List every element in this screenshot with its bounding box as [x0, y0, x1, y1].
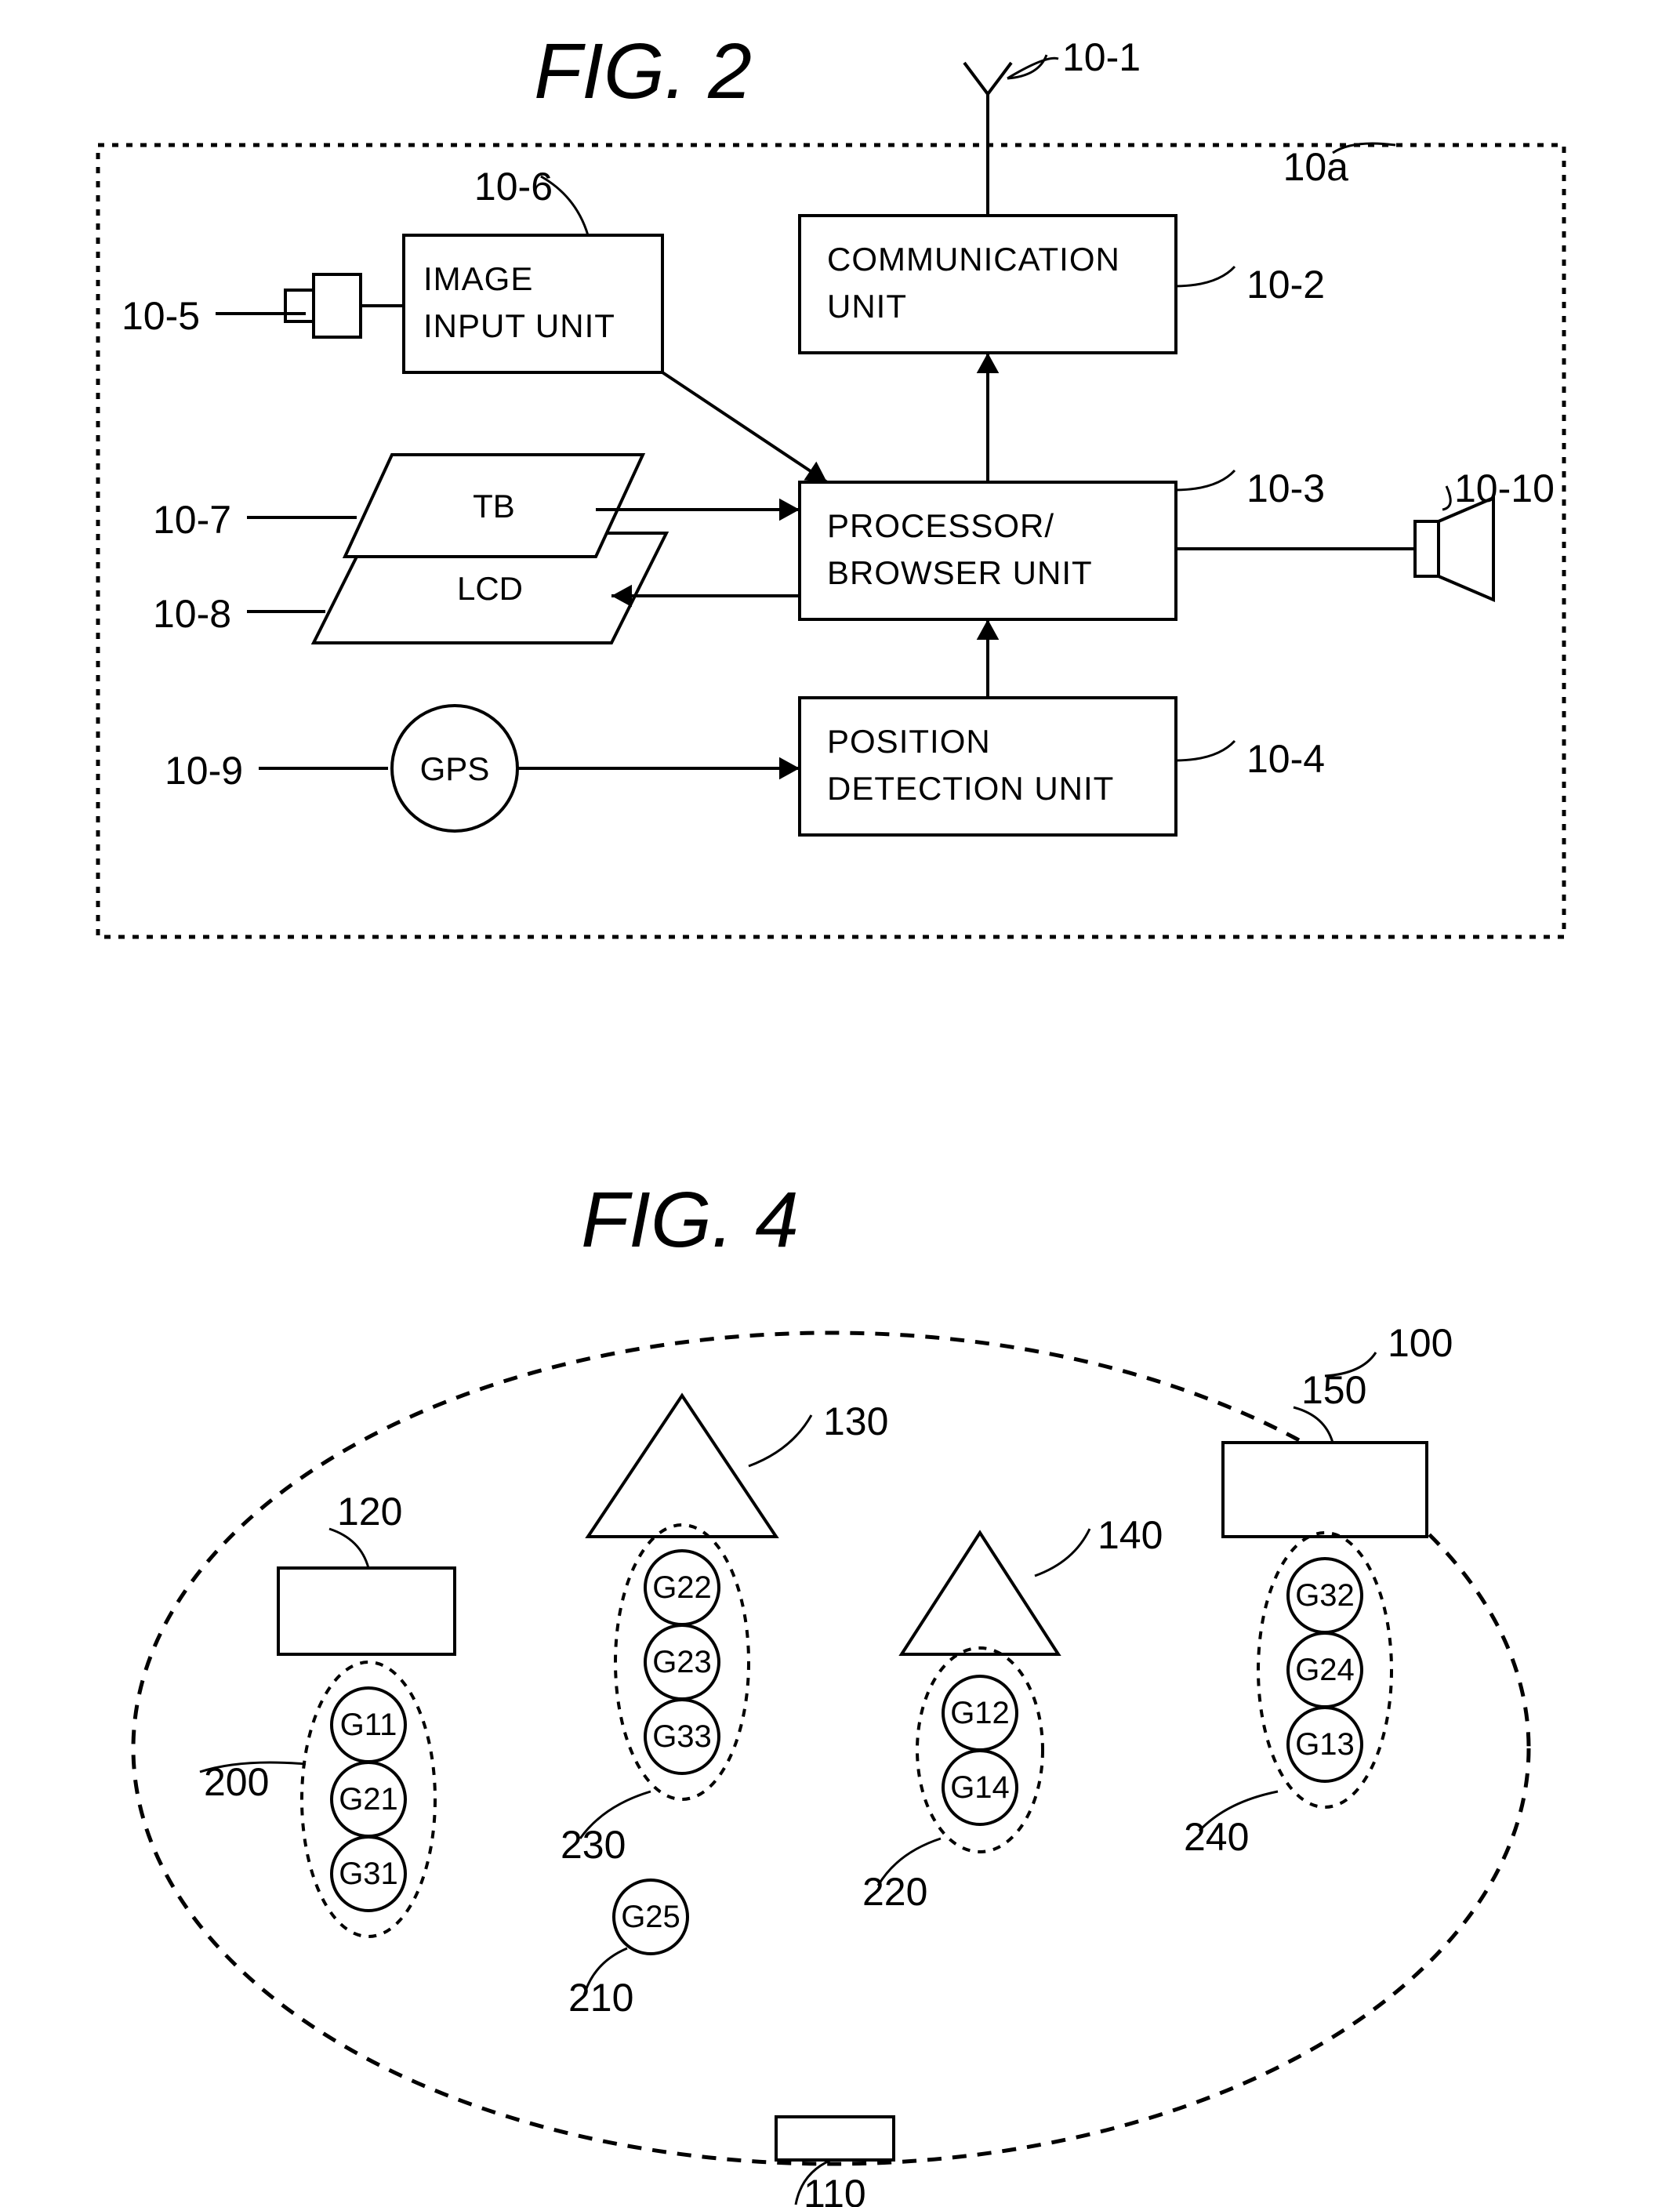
- tb-label: TB: [473, 488, 515, 525]
- fig2-title: FIG. 2: [534, 27, 752, 115]
- node-G31: G31: [339, 1857, 398, 1891]
- ref-210: 210: [568, 1976, 633, 2020]
- pos-label1: POSITION: [827, 723, 991, 760]
- pos-label2: DETECTION UNIT: [827, 770, 1114, 807]
- node-G23: G23: [652, 1645, 712, 1679]
- ref-230: 230: [561, 1823, 626, 1867]
- ref-10-5: 10-5: [122, 294, 200, 338]
- ref-10-1: 10-1: [1062, 35, 1141, 79]
- comm-label1: COMMUNICATION: [827, 241, 1120, 278]
- proc-label2: BROWSER UNIT: [827, 554, 1093, 591]
- node-G11: G11: [340, 1708, 397, 1742]
- ref-10-3: 10-3: [1246, 466, 1325, 510]
- ref-10-10: 10-10: [1454, 466, 1555, 510]
- node-G32: G32: [1295, 1578, 1355, 1613]
- ref-10-2: 10-2: [1246, 263, 1325, 307]
- node-G22: G22: [652, 1570, 712, 1605]
- ref-130: 130: [823, 1399, 888, 1443]
- node-G21: G21: [339, 1782, 398, 1817]
- node-G14: G14: [950, 1770, 1010, 1805]
- comm-label2: UNIT: [827, 288, 907, 325]
- gps-label: GPS: [420, 750, 490, 787]
- node-G33: G33: [652, 1719, 712, 1754]
- lcd-label: LCD: [457, 570, 523, 607]
- node-G24: G24: [1295, 1653, 1355, 1687]
- ref-240: 240: [1184, 1815, 1249, 1859]
- ref-140: 140: [1098, 1513, 1163, 1557]
- node-G12: G12: [950, 1696, 1010, 1730]
- ref-10-4: 10-4: [1246, 737, 1325, 781]
- ref-10-7: 10-7: [153, 498, 231, 542]
- ref-110: 110: [804, 2172, 866, 2207]
- proc-label1: PROCESSOR/: [827, 507, 1054, 544]
- ref-220: 220: [862, 1870, 927, 1914]
- fig4-title: FIG. 4: [581, 1176, 799, 1264]
- ref-200: 200: [204, 1760, 269, 1804]
- ref-120: 120: [337, 1490, 402, 1534]
- ref-10-6: 10-6: [474, 165, 553, 209]
- ref-10a: 10a: [1283, 145, 1349, 189]
- ref-100: 100: [1388, 1321, 1453, 1365]
- ref-10-8: 10-8: [153, 592, 231, 636]
- img-label1: IMAGE: [423, 260, 533, 297]
- node-G25: G25: [621, 1900, 680, 1934]
- ref-150: 150: [1301, 1368, 1366, 1412]
- ref-10-9: 10-9: [165, 749, 243, 793]
- img-label2: INPUT UNIT: [423, 307, 615, 344]
- node-G13: G13: [1295, 1727, 1355, 1762]
